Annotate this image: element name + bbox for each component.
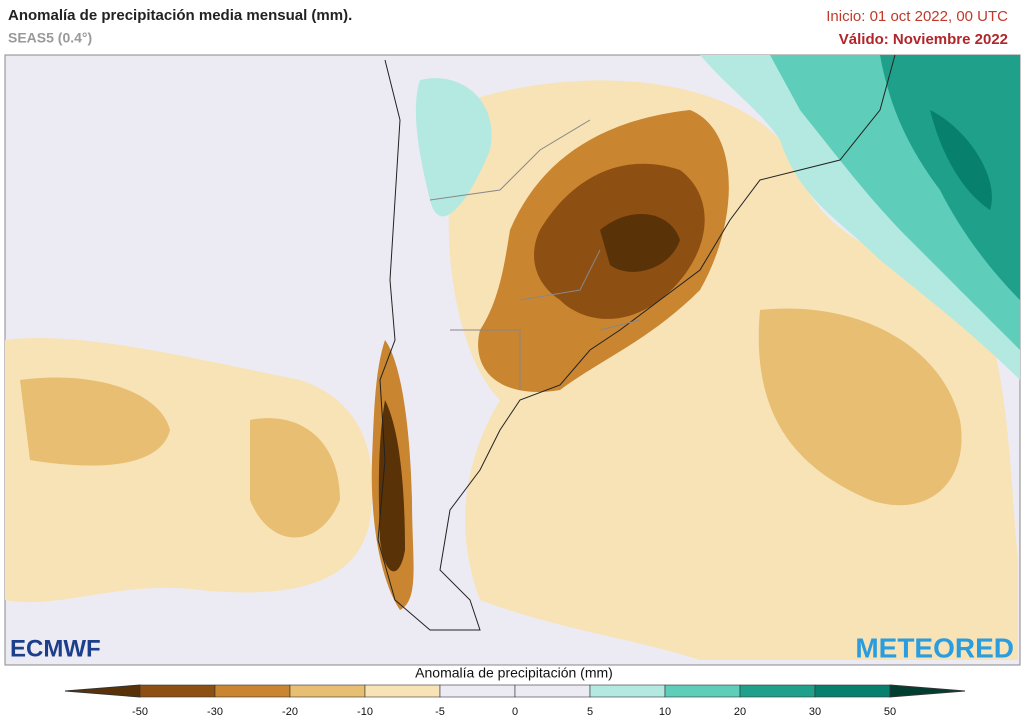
title: Anomalía de precipitación media mensual … bbox=[8, 7, 352, 24]
init-date: Inicio: 01 oct 2022, 00 UTC bbox=[826, 8, 1008, 25]
colorbar-tick-label: 50 bbox=[884, 706, 896, 718]
colorbar-segment bbox=[364, 684, 441, 698]
anomaly-area bbox=[20, 377, 340, 538]
coastline bbox=[377, 54, 896, 631]
anomaly-area bbox=[930, 110, 992, 210]
colorbar-segment bbox=[214, 684, 291, 698]
anomaly-area bbox=[415, 78, 492, 217]
colorbar-segment bbox=[139, 684, 216, 698]
ecmwf-logo: ECMWF bbox=[10, 635, 101, 662]
colorbar-segment bbox=[814, 684, 891, 698]
colorbar-segment bbox=[514, 684, 591, 698]
anomaly-area bbox=[600, 213, 680, 272]
colorbar-tick-label: -50 bbox=[132, 706, 148, 718]
meteored-logo: METEORED bbox=[855, 632, 1014, 663]
colorbar-segment bbox=[664, 684, 741, 698]
colorbar-tick-label: 20 bbox=[734, 706, 746, 718]
colorbar-tick-label: 30 bbox=[809, 706, 821, 718]
subtitle: SEAS5 (0.4°) bbox=[8, 30, 92, 46]
colorbar-tick-label: -30 bbox=[207, 706, 223, 718]
colorbar-tick-label: -20 bbox=[282, 706, 298, 718]
colorbar-segment bbox=[439, 684, 516, 698]
legend-title: Anomalía de precipitación (mm) bbox=[415, 665, 613, 681]
borders bbox=[429, 119, 641, 390]
map: ECMWF METEORED bbox=[4, 54, 1021, 666]
colorbar-tick-label: 0 bbox=[512, 706, 518, 718]
colorbar-tick-label: 10 bbox=[659, 706, 671, 718]
colorbar-segment bbox=[739, 684, 816, 698]
colorbar-tick-label: 5 bbox=[587, 706, 593, 718]
colorbar-segment bbox=[289, 684, 366, 698]
colorbar-segment bbox=[589, 684, 666, 698]
anomaly-area bbox=[758, 308, 962, 506]
anomaly-area bbox=[880, 55, 1020, 300]
colorbar-under bbox=[64, 684, 141, 698]
colorbar-tick-label: -5 bbox=[435, 706, 445, 718]
anomaly-area bbox=[378, 400, 405, 572]
colorbar-over bbox=[889, 684, 966, 698]
colorbar-tick-label: -10 bbox=[357, 706, 373, 718]
colorbar: -50 -30 -20 -10 -5 0 5 10 20 30 50 bbox=[64, 684, 966, 718]
valid-date: Válido: Noviembre 2022 bbox=[839, 31, 1008, 48]
